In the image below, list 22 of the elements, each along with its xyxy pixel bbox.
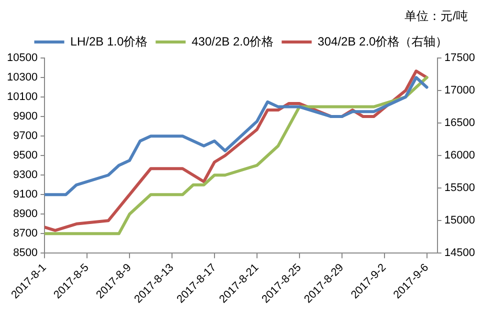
legend-label: 430/2B 2.0价格 <box>192 34 274 48</box>
y-tick-label: 9500 <box>13 150 38 162</box>
y2-tick-label: 15500 <box>444 182 476 194</box>
legend-label: 304/2B 2.0价格（右轴） <box>318 34 448 48</box>
y-tick-label: 9300 <box>13 169 38 182</box>
y-tick-label: 9700 <box>13 130 38 142</box>
y-tick-label: 10500 <box>6 52 38 64</box>
legend-label: LH/2B 1.0价格 <box>70 34 148 48</box>
y-tick-label: 8700 <box>13 228 38 240</box>
y-tick-label: 8500 <box>13 247 38 260</box>
y-tick-label: 9900 <box>13 110 38 123</box>
y-tick-label: 8900 <box>13 208 38 220</box>
y-tick-label: 9100 <box>13 188 38 201</box>
y2-tick-label: 16500 <box>444 117 476 130</box>
y2-tick-label: 15000 <box>444 214 476 227</box>
y2-tick-label: 14500 <box>444 247 476 260</box>
y2-tick-label: 17000 <box>444 84 476 97</box>
y2-tick-label: 16000 <box>444 150 476 162</box>
y-tick-label: 10100 <box>6 91 38 104</box>
y-tick-label: 10300 <box>6 72 38 84</box>
text: 单位：元/吨 <box>404 8 468 25</box>
y2-tick-label: 17500 <box>444 52 476 64</box>
